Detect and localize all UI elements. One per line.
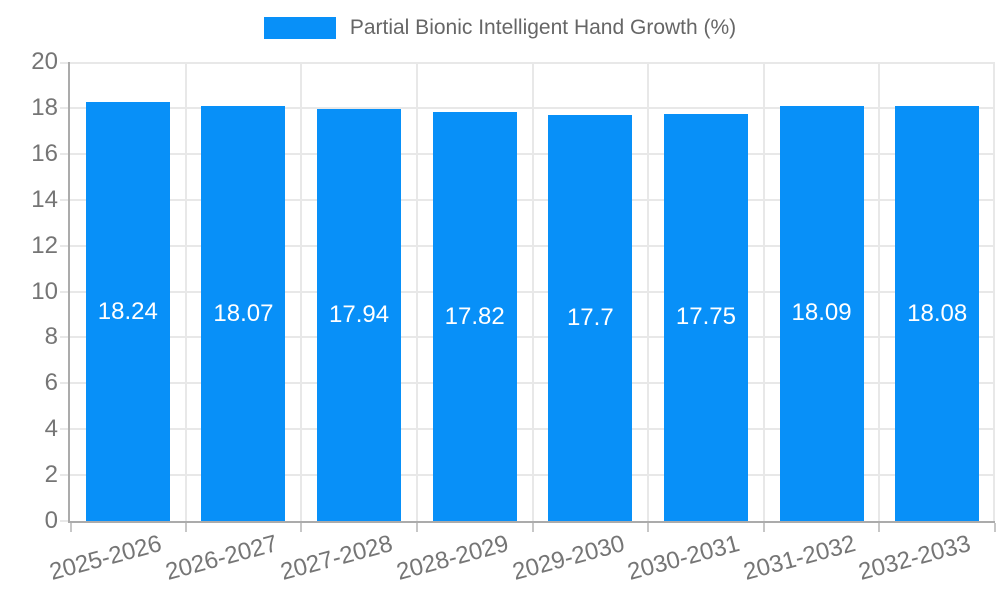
y-tick-label: 6 <box>44 369 58 397</box>
y-tick-mark <box>60 244 68 247</box>
bar[interactable]: 17.82 <box>432 112 517 521</box>
bar-value-label: 18.07 <box>213 299 274 327</box>
bar-value-label: 17.82 <box>444 302 505 330</box>
x-gridline <box>531 62 534 521</box>
x-gridline <box>993 62 995 521</box>
y-tick-label: 4 <box>44 415 58 443</box>
y-tick-mark <box>60 474 68 477</box>
y-tick-mark <box>60 198 68 201</box>
chart-legend[interactable]: Partial Bionic Intelligent Hand Growth (… <box>0 16 1000 40</box>
x-tick-mark <box>300 523 303 532</box>
legend-label: Partial Bionic Intelligent Hand Growth (… <box>349 16 737 39</box>
y-tick-label: 20 <box>31 48 58 75</box>
y-tick-label: 10 <box>31 277 58 305</box>
bar[interactable]: 17.7 <box>548 114 633 521</box>
bar[interactable]: 18.09 <box>779 105 864 521</box>
x-tick-label: 2031-2032 <box>740 530 859 586</box>
x-gridline <box>647 62 650 521</box>
x-tick-label: 2030-2031 <box>624 530 743 586</box>
bar-value-label: 18.24 <box>97 297 158 325</box>
x-tick-mark <box>531 523 534 532</box>
x-gridline <box>415 62 418 521</box>
y-tick-label: 16 <box>31 139 58 167</box>
x-gridline <box>762 62 765 521</box>
bar[interactable]: 18.08 <box>895 106 980 521</box>
x-tick-label: 2025-2026 <box>46 530 165 586</box>
y-tick-mark <box>60 428 68 431</box>
bar-value-label: 18.09 <box>791 299 852 327</box>
bar-value-label: 17.94 <box>329 301 390 329</box>
y-tick-mark <box>60 382 68 385</box>
y-tick-label: 18 <box>31 93 58 121</box>
x-tick-mark <box>878 523 881 532</box>
plot-area: 2025-2026 2026-2027 2027-2028 2028-2029 2029… <box>31 50 996 586</box>
bar-value-label: 17.75 <box>675 303 736 331</box>
x-tick-label: 2026-2027 <box>162 530 281 586</box>
y-tick-label: 12 <box>31 231 58 259</box>
x-tick-mark <box>994 523 996 532</box>
y-tick-mark <box>60 106 68 109</box>
y-tick-mark <box>60 336 68 339</box>
legend-swatch <box>263 17 336 39</box>
x-tick-mark <box>647 523 650 532</box>
y-tick-label: 14 <box>31 185 58 213</box>
y-tick-label: 2 <box>44 461 58 489</box>
x-tick-mark <box>184 523 187 532</box>
y-tick-mark <box>60 290 68 293</box>
x-gridline <box>878 62 881 521</box>
bar[interactable]: 17.94 <box>317 109 402 521</box>
bar[interactable]: 17.75 <box>663 113 748 521</box>
bar-value-label: 18.08 <box>907 299 968 327</box>
bar[interactable]: 18.24 <box>85 102 170 521</box>
x-tick-label: 2029-2030 <box>509 530 628 586</box>
y-tick-label: 8 <box>44 323 58 351</box>
y-tick-mark <box>60 62 68 64</box>
x-tick-mark <box>70 523 72 532</box>
y-tick-mark <box>60 520 68 522</box>
x-tick-label: 2027-2028 <box>277 530 396 586</box>
x-gridline <box>300 62 303 521</box>
y-tick-mark <box>60 152 68 155</box>
x-tick-mark <box>762 523 765 532</box>
x-gridline <box>184 62 187 521</box>
x-tick-label: 2028-2029 <box>393 530 512 586</box>
bar[interactable]: 18.07 <box>201 106 286 521</box>
bar-value-label: 17.7 <box>566 303 614 331</box>
y-tick-label: 0 <box>44 507 58 534</box>
x-tick-label: 2032-2033 <box>856 530 974 586</box>
x-tick-mark <box>415 523 418 532</box>
